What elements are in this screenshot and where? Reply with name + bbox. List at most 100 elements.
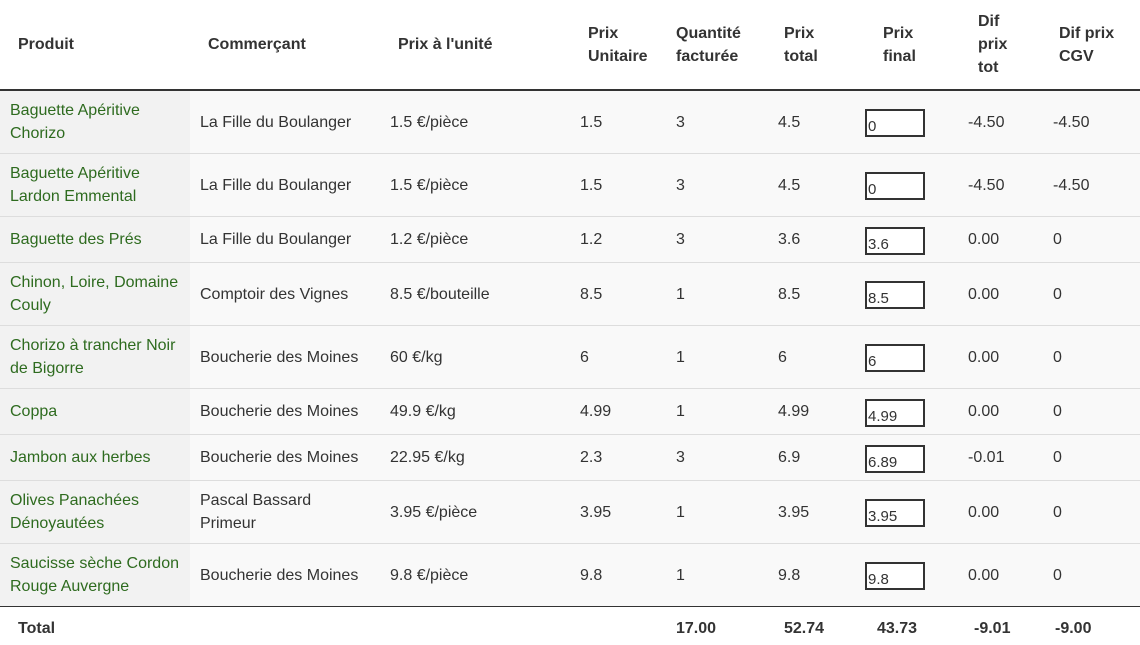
prix-unitaire-cell: 8.5	[570, 262, 666, 326]
merchant-cell: Comptoir des Vignes	[190, 262, 380, 326]
total-quantity: 17.00	[666, 606, 768, 645]
header-dif-cgv[interactable]: Dif prix CGV	[1043, 0, 1140, 91]
product-link[interactable]: Chorizo	[10, 125, 66, 142]
product-link[interactable]: Jambon aux herbes	[10, 449, 151, 466]
header-prix-total-line2: total	[784, 47, 818, 65]
header-prix-final[interactable]: Prix final	[863, 0, 958, 91]
product-link[interactable]: Baguette des Prés	[10, 231, 142, 248]
header-prix-unite-label: Prix à l'unité	[398, 36, 493, 53]
final-price-cell: 8.5	[863, 262, 958, 326]
product-link[interactable]: Couly	[10, 297, 51, 314]
prix-unitaire-cell: 1.2	[570, 216, 666, 263]
total-price-cell: 9.8	[768, 543, 863, 607]
header-quantite[interactable]: Quantité facturée	[666, 0, 768, 91]
dif-tot-cell: 0.00	[958, 325, 1043, 389]
product-cell[interactable]: Olives Panachées Dénoyautées	[0, 480, 190, 544]
final-price-input[interactable]: 8.5	[865, 281, 925, 309]
product-cell[interactable]: Baguette des Prés	[0, 216, 190, 263]
final-price-input[interactable]: 6.89	[865, 444, 925, 473]
merchant-cell: Boucherie des Moines	[190, 325, 380, 389]
table-row: Baguette Apéritive Lardon Emmental La Fil…	[0, 153, 1140, 217]
product-cell[interactable]: Chorizo à trancher Noir de Bigorre	[0, 325, 190, 389]
total-price-final: 43.73	[863, 606, 958, 645]
unit-price-cell: 9.8 €/pièce	[380, 543, 570, 607]
product-link[interactable]: Chorizo à trancher Noir	[10, 337, 176, 354]
header-commercant[interactable]: Commerçant	[190, 0, 380, 91]
merchant-cell: Pascal Bassard Primeur	[190, 480, 380, 544]
final-price-input[interactable]: 6	[865, 344, 925, 372]
final-price-cell: 0	[863, 90, 958, 154]
table-row: Chorizo à trancher Noir de Bigorre Bouche…	[0, 325, 1140, 389]
final-price-input[interactable]: 3.6	[865, 226, 925, 255]
product-link[interactable]: Lardon Emmental	[10, 188, 137, 205]
total-price-cell: 6	[768, 325, 863, 389]
final-price-cell: 4.99	[863, 388, 958, 435]
dif-cgv-cell: 0	[1043, 543, 1140, 607]
product-cell[interactable]: Saucisse sèche Cordon Rouge Auvergne	[0, 543, 190, 607]
total-price-cell: 4.99	[768, 388, 863, 435]
header-prix-total[interactable]: Prix total	[768, 0, 863, 91]
product-link[interactable]: Rouge Auvergne	[10, 578, 130, 595]
table-body: Baguette Apéritive Chorizo La Fille du Bo…	[0, 90, 1140, 607]
merchant-cell: Boucherie des Moines	[190, 543, 380, 607]
table-row: Saucisse sèche Cordon Rouge Auvergne Bouc…	[0, 543, 1140, 607]
final-price-input[interactable]: 9.8	[865, 562, 925, 590]
dif-tot-cell: -4.50	[958, 90, 1043, 154]
product-link[interactable]: Olives Panachées	[10, 492, 139, 509]
final-price-input[interactable]: 4.99	[865, 398, 925, 427]
dif-cgv-cell: -4.50	[1043, 90, 1140, 154]
total-price-cell: 3.95	[768, 480, 863, 544]
final-price-input[interactable]: 0	[865, 109, 925, 137]
product-link[interactable]: Saucisse sèche Cordon	[10, 555, 179, 572]
total-price-cell: 4.5	[768, 153, 863, 217]
total-empty-cell	[380, 606, 570, 645]
dif-tot-cell: 0.00	[958, 216, 1043, 263]
product-link[interactable]: Baguette Apéritive	[10, 165, 140, 182]
unit-price-cell: 60 €/kg	[380, 325, 570, 389]
table-row: Baguette des Prés La Fille du Boulanger …	[0, 216, 1140, 263]
final-price-cell: 3.6	[863, 216, 958, 263]
dif-tot-cell: 0.00	[958, 262, 1043, 326]
product-link[interactable]: Baguette Apéritive	[10, 102, 140, 119]
unit-price-cell: 1.5 €/pièce	[380, 153, 570, 217]
header-dif-tot[interactable]: Dif prix tot	[958, 0, 1043, 91]
header-dif-tot-line2: prix	[978, 36, 1008, 53]
product-cell[interactable]: Coppa	[0, 388, 190, 435]
prix-unitaire-cell: 3.95	[570, 480, 666, 544]
prix-unitaire-cell: 4.99	[570, 388, 666, 435]
final-price-input[interactable]: 3.95	[865, 499, 925, 527]
product-link[interactable]: Chinon, Loire, Domaine	[10, 274, 179, 291]
total-price-cell: 6.9	[768, 434, 863, 481]
product-link[interactable]: Dénoyautées	[10, 515, 105, 532]
header-dif-cgv-line2: CGV	[1059, 47, 1094, 65]
product-cell[interactable]: Baguette Apéritive Chorizo	[0, 90, 190, 154]
header-quantite-line2: facturée	[676, 47, 739, 65]
final-price-input[interactable]: 0	[865, 172, 925, 200]
table-row: Jambon aux herbes Boucherie des Moines 2…	[0, 434, 1140, 481]
total-dif-cgv: -9.00	[1043, 606, 1140, 645]
product-link[interactable]: de Bigorre	[10, 360, 84, 377]
header-prix-unite[interactable]: Prix à l'unité	[380, 0, 570, 91]
table-row: Chinon, Loire, Domaine Couly Comptoir des…	[0, 262, 1140, 326]
product-cell[interactable]: Chinon, Loire, Domaine Couly	[0, 262, 190, 326]
product-cell[interactable]: Jambon aux herbes	[0, 434, 190, 481]
product-cell[interactable]: Baguette Apéritive Lardon Emmental	[0, 153, 190, 217]
header-produit[interactable]: Produit	[0, 0, 190, 91]
header-prix-unitaire[interactable]: Prix Unitaire	[570, 0, 666, 91]
unit-price-cell: 49.9 €/kg	[380, 388, 570, 435]
total-empty-cell	[190, 606, 380, 645]
dif-tot-cell: -0.01	[958, 434, 1043, 481]
final-price-cell: 3.95	[863, 480, 958, 544]
merchant-cell: Boucherie des Moines	[190, 434, 380, 481]
table-row: Baguette Apéritive Chorizo La Fille du Bo…	[0, 90, 1140, 154]
dif-cgv-cell: -4.50	[1043, 153, 1140, 217]
header-prix-final-line2: final	[883, 47, 916, 65]
total-row: Total 17.00 52.74 43.73 -9.01 -9.00	[0, 606, 1140, 645]
dif-cgv-cell: 0	[1043, 434, 1140, 481]
merchant-cell: La Fille du Boulanger	[190, 153, 380, 217]
quantity-cell: 1	[666, 480, 768, 544]
product-link[interactable]: Coppa	[10, 403, 58, 420]
final-price-cell: 6.89	[863, 434, 958, 481]
total-price-cell: 3.6	[768, 216, 863, 263]
merchant-cell: La Fille du Boulanger	[190, 90, 380, 154]
